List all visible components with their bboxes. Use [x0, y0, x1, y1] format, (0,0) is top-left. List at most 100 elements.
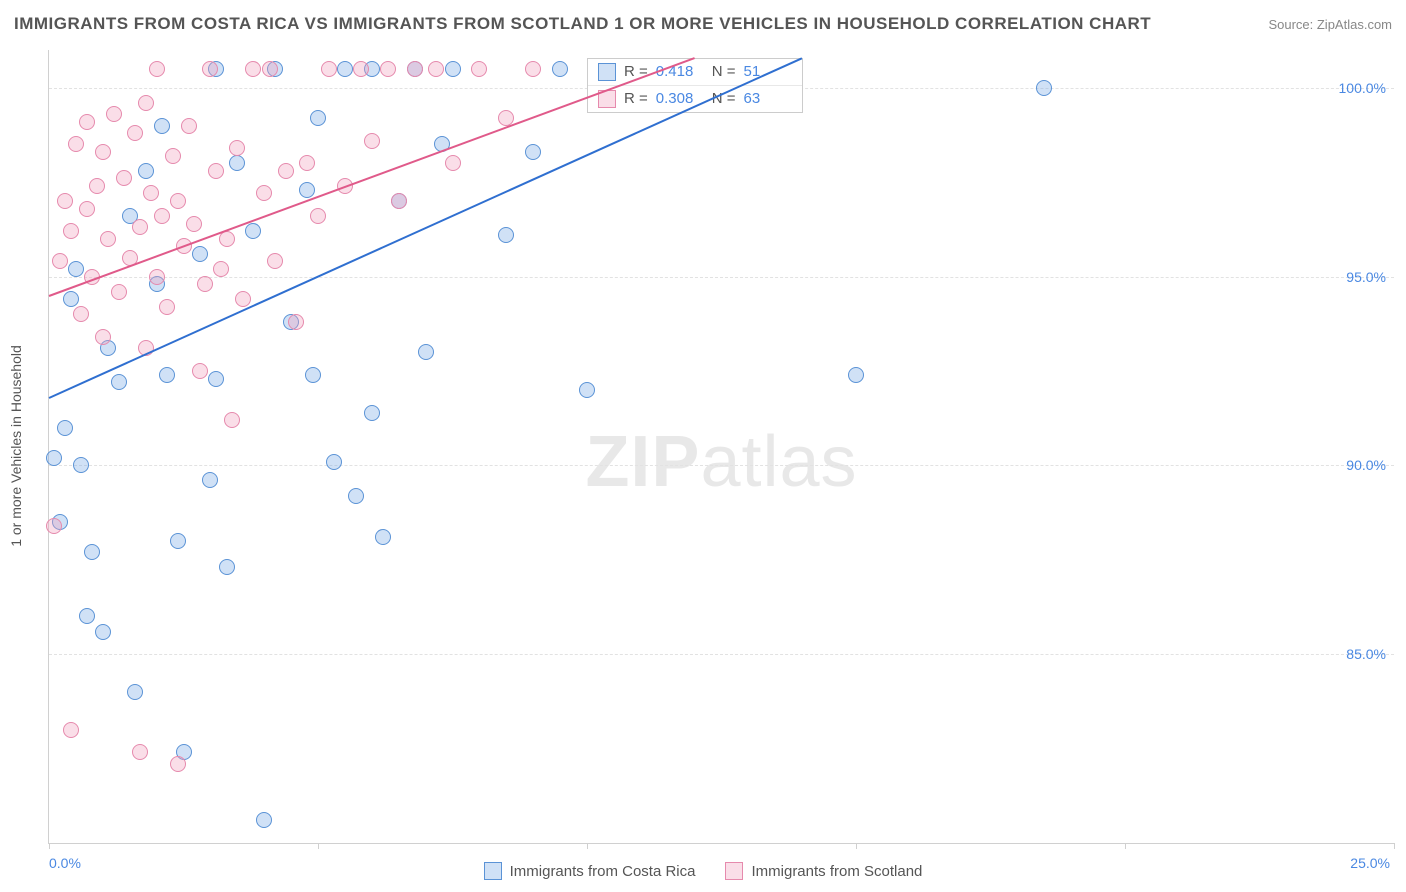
- data-point: [127, 684, 143, 700]
- data-point: [848, 367, 864, 383]
- stat-n-label: N =: [712, 63, 736, 80]
- data-point: [57, 420, 73, 436]
- chart-title: IMMIGRANTS FROM COSTA RICA VS IMMIGRANTS…: [14, 14, 1151, 34]
- data-point: [305, 367, 321, 383]
- data-point: [552, 61, 568, 77]
- data-point: [525, 61, 541, 77]
- data-point: [46, 518, 62, 534]
- data-point: [79, 608, 95, 624]
- data-point: [192, 246, 208, 262]
- stat-r-value: 0.418: [656, 63, 704, 80]
- data-point: [498, 227, 514, 243]
- data-point: [95, 329, 111, 345]
- legend-item: Immigrants from Scotland: [725, 862, 922, 880]
- legend-item: Immigrants from Costa Rica: [484, 862, 696, 880]
- data-point: [170, 193, 186, 209]
- gridline: [49, 465, 1394, 466]
- data-point: [138, 163, 154, 179]
- data-point: [170, 756, 186, 772]
- data-point: [245, 61, 261, 77]
- data-point: [79, 114, 95, 130]
- data-point: [197, 276, 213, 292]
- bottom-legend: Immigrants from Costa Rica Immigrants fro…: [0, 862, 1406, 880]
- data-point: [310, 208, 326, 224]
- data-point: [262, 61, 278, 77]
- data-point: [170, 533, 186, 549]
- data-point: [192, 363, 208, 379]
- data-point: [165, 148, 181, 164]
- data-point: [73, 457, 89, 473]
- data-point: [89, 178, 105, 194]
- data-point: [407, 61, 423, 77]
- data-point: [154, 118, 170, 134]
- data-point: [525, 144, 541, 160]
- data-point: [100, 231, 116, 247]
- data-point: [1036, 80, 1052, 96]
- data-point: [299, 155, 315, 171]
- data-point: [245, 223, 261, 239]
- data-point: [445, 155, 461, 171]
- stat-n-value: 63: [744, 90, 792, 107]
- x-tick: [1394, 843, 1395, 849]
- data-point: [321, 61, 337, 77]
- legend-label: Immigrants from Costa Rica: [510, 863, 696, 880]
- data-point: [213, 261, 229, 277]
- data-point: [138, 95, 154, 111]
- data-point: [364, 133, 380, 149]
- data-point: [299, 182, 315, 198]
- data-point: [73, 306, 89, 322]
- data-point: [111, 374, 127, 390]
- data-point: [63, 291, 79, 307]
- y-tick-label: 90.0%: [1346, 457, 1386, 473]
- data-point: [256, 185, 272, 201]
- data-point: [154, 208, 170, 224]
- data-point: [68, 261, 84, 277]
- watermark-bold: ZIP: [585, 422, 700, 502]
- data-point: [111, 284, 127, 300]
- data-point: [63, 223, 79, 239]
- y-tick-label: 85.0%: [1346, 646, 1386, 662]
- data-point: [364, 405, 380, 421]
- stats-row: R =0.308N =63: [588, 85, 802, 112]
- x-tick: [856, 843, 857, 849]
- data-point: [63, 722, 79, 738]
- data-point: [288, 314, 304, 330]
- data-point: [159, 367, 175, 383]
- x-tick: [1125, 843, 1126, 849]
- watermark: ZIPatlas: [585, 421, 857, 503]
- data-point: [95, 624, 111, 640]
- data-point: [46, 450, 62, 466]
- y-tick-label: 95.0%: [1346, 269, 1386, 285]
- data-point: [202, 61, 218, 77]
- data-point: [391, 193, 407, 209]
- chart-header: IMMIGRANTS FROM COSTA RICA VS IMMIGRANTS…: [14, 14, 1392, 34]
- data-point: [186, 216, 202, 232]
- data-point: [159, 299, 175, 315]
- data-point: [278, 163, 294, 179]
- data-point: [127, 125, 143, 141]
- data-point: [229, 155, 245, 171]
- data-point: [95, 144, 111, 160]
- data-point: [149, 269, 165, 285]
- data-point: [202, 472, 218, 488]
- data-point: [256, 812, 272, 828]
- legend-swatch: [598, 63, 616, 81]
- data-point: [418, 344, 434, 360]
- data-point: [79, 201, 95, 217]
- watermark-rest: atlas: [700, 422, 857, 502]
- gridline: [49, 654, 1394, 655]
- x-tick: [49, 843, 50, 849]
- y-axis-label: 1 or more Vehicles in Household: [8, 345, 24, 547]
- data-point: [106, 106, 122, 122]
- data-point: [445, 61, 461, 77]
- data-point: [326, 454, 342, 470]
- data-point: [57, 193, 73, 209]
- x-tick: [587, 843, 588, 849]
- data-point: [579, 382, 595, 398]
- legend-label: Immigrants from Scotland: [751, 863, 922, 880]
- legend-swatch: [484, 862, 502, 880]
- data-point: [471, 61, 487, 77]
- data-point: [52, 253, 68, 269]
- source-attribution: Source: ZipAtlas.com: [1268, 17, 1392, 32]
- gridline: [49, 277, 1394, 278]
